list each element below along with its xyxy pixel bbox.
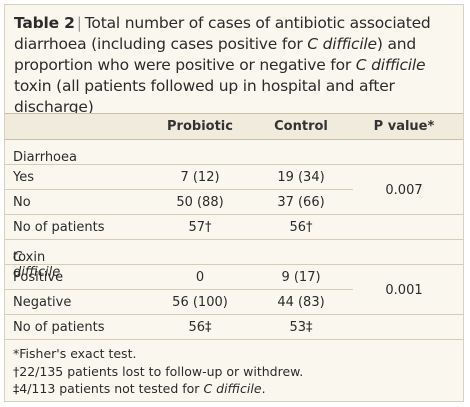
- p-value: 0.007: [385, 183, 423, 198]
- row-divider: [5, 239, 463, 240]
- cell: 7 (12): [180, 170, 220, 185]
- section-body: Yes 7 (12) 19 (34) No 50 (88) 37 (66) No of pa…: [5, 165, 463, 240]
- row-divider: [5, 264, 463, 265]
- section-title-text: C difficile: [13, 250, 61, 280]
- row-divider: [5, 189, 353, 190]
- table-card: Table 2 | Total number of cases of antibio…: [4, 4, 464, 402]
- footnote: ‡4/113 patients not tested for C diffici…: [13, 380, 303, 398]
- header-row: Probiotic Control P value*: [5, 113, 463, 140]
- footnote: †22/135 patients lost to follow-up or wi…: [13, 363, 303, 381]
- footnote-text: ‡4/113 patients not tested for: [13, 381, 204, 396]
- cell: 57†: [188, 220, 212, 235]
- footnote: *Fisher's exact test.: [13, 345, 303, 363]
- table-row: Negative 56 (100) 44 (83): [5, 290, 463, 315]
- footnote-text: .: [261, 381, 266, 396]
- cell: 56 (100): [172, 295, 228, 310]
- title-text: toxin (all patients followed up in hospi…: [14, 77, 395, 116]
- section-row: Diarrhoea: [5, 140, 463, 165]
- table-title: Table 2 | Total number of cases of antibio…: [14, 13, 454, 118]
- row-label: No: [13, 195, 31, 210]
- cell: 56‡: [188, 320, 212, 335]
- column-header: Control: [274, 119, 328, 134]
- row-label: Yes: [13, 170, 34, 185]
- cell: 9 (17): [281, 270, 321, 285]
- cell: 44 (83): [277, 295, 325, 310]
- table: Probiotic Control P value* Diarrhoea Yes 7 (1…: [5, 113, 463, 340]
- column-header: P value*: [373, 119, 435, 134]
- section-title-text: Diarrhoea: [13, 150, 77, 165]
- cell: 53‡: [289, 320, 313, 335]
- cell: 56†: [289, 220, 313, 235]
- p-value: 0.001: [385, 283, 423, 298]
- cell: 0: [195, 270, 205, 285]
- table-row: No of patients 56‡ 53‡: [5, 315, 463, 340]
- row-divider: [5, 339, 463, 340]
- row-divider: [5, 314, 463, 315]
- row-divider: [5, 214, 463, 215]
- table-row: Positive 0 9 (17): [5, 265, 463, 290]
- title-text: C difficile: [355, 56, 426, 74]
- row-divider: [5, 164, 463, 165]
- section-row: C difficile toxin: [5, 240, 463, 280]
- cell: 37 (66): [277, 195, 325, 210]
- row-divider: [5, 289, 353, 290]
- footnote-text: †22/135 patients lost to follow-up or wi…: [13, 363, 304, 379]
- table-row: Yes 7 (12) 19 (34): [5, 165, 463, 190]
- footnotes: *Fisher's exact test. †22/135 patients lo…: [13, 345, 303, 398]
- footnote-text: *Fisher's exact test.: [13, 346, 137, 361]
- table-row: No of patients 57† 56†: [5, 215, 463, 240]
- row-label: No of patients: [13, 220, 105, 235]
- cell: 50 (88): [176, 195, 224, 210]
- title-text: ) and proportion who were positive or ne…: [14, 35, 417, 74]
- row-label: No of patients: [13, 320, 105, 335]
- table-label: Table 2: [14, 14, 75, 32]
- separator: |: [76, 14, 82, 32]
- section-body: Positive 0 9 (17) Negative 56 (100) 44 (83) No…: [5, 265, 463, 340]
- column-header: Probiotic: [167, 119, 233, 134]
- row-label: Negative: [13, 295, 72, 310]
- table-row: No 50 (88) 37 (66): [5, 190, 463, 215]
- cell: 19 (34): [277, 170, 325, 185]
- footnote-text: C difficile: [203, 381, 262, 396]
- title-text: Total number of cases of antibiotic asso…: [14, 14, 431, 53]
- title-text: C difficile: [307, 35, 377, 53]
- row-label: Positive: [13, 270, 64, 285]
- section-title-text: toxin: [13, 250, 46, 265]
